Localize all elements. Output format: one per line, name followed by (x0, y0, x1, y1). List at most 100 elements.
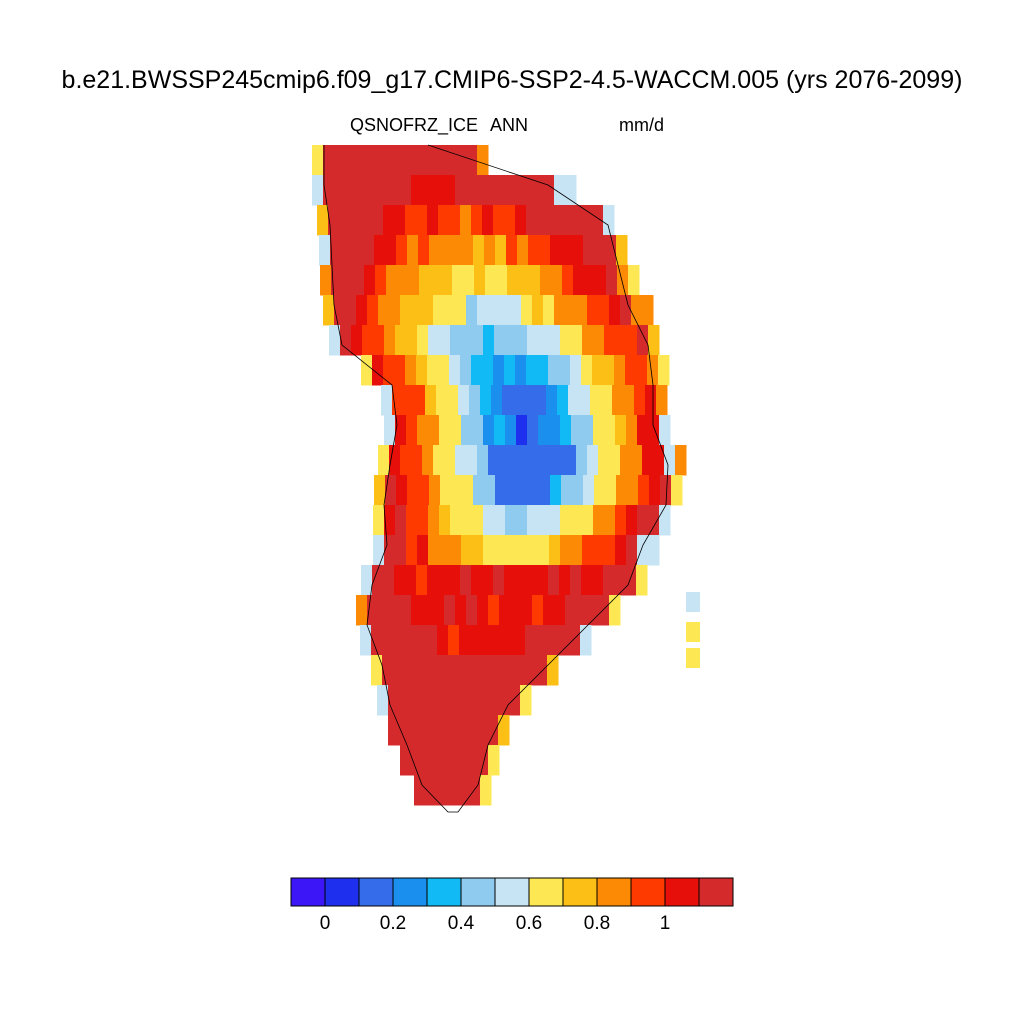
grid-cell (405, 565, 417, 596)
grid-cell (649, 475, 661, 506)
grid-cell (487, 715, 499, 746)
grid-cell (421, 685, 433, 716)
grid-cell (571, 505, 583, 536)
grid-cell (396, 475, 408, 506)
grid-cell (592, 565, 604, 596)
grid-cell (527, 535, 539, 566)
grid-cell (373, 505, 385, 536)
grid-cell (458, 385, 470, 416)
grid-cell (415, 625, 427, 656)
grid-cell (440, 475, 452, 506)
grid-cell (459, 625, 471, 656)
grid-cell (351, 325, 363, 356)
grid-cell (373, 535, 385, 566)
grid-cell (488, 595, 500, 626)
grid-cell (626, 535, 638, 566)
grid-cell (538, 505, 550, 536)
grid-cell (472, 415, 484, 446)
grid-cell (561, 475, 573, 506)
grid-cell (427, 565, 439, 596)
grid-cell (342, 265, 354, 296)
grid-cell (581, 355, 593, 386)
grid-cell (372, 205, 384, 236)
grid-cell (583, 235, 595, 266)
grid-cell (383, 205, 395, 236)
grid-cell (526, 355, 538, 386)
grid-cell (477, 745, 489, 776)
grid-cell (452, 265, 464, 296)
grid-cell (498, 685, 510, 716)
grid-cell (394, 355, 406, 386)
grid-cell (356, 295, 368, 326)
grid-cell (470, 655, 482, 686)
grid-cell (514, 625, 526, 656)
grid-cell (406, 535, 418, 566)
grid-cell (642, 295, 654, 326)
grid-cell (598, 445, 610, 476)
grid-cell (400, 745, 412, 776)
grid-cell (471, 205, 483, 236)
grid-cell (416, 565, 428, 596)
grid-cell (515, 355, 527, 386)
grid-cell (428, 415, 440, 446)
grid-cell (444, 595, 456, 626)
grid-cell (603, 355, 615, 386)
grid-cell (460, 355, 472, 386)
grid-cell (587, 295, 599, 326)
grid-cell (476, 685, 488, 716)
grid-cell (648, 415, 660, 446)
grid-cell (532, 175, 544, 206)
grid-cell (444, 445, 456, 476)
grid-cell (392, 385, 404, 416)
grid-cell (642, 445, 654, 476)
grid-cell (427, 205, 439, 236)
grid-cell (367, 595, 379, 626)
grid-cell (384, 505, 396, 536)
grid-cell (538, 325, 550, 356)
grid-cell (584, 265, 596, 296)
grid-cell (422, 745, 434, 776)
grid-cell (615, 535, 627, 566)
grid-cell (455, 445, 467, 476)
grid-cell (410, 715, 422, 746)
grid-cell (406, 415, 418, 446)
grid-cell (345, 145, 357, 176)
grid-cell (389, 595, 401, 626)
grid-cell (686, 592, 700, 612)
grid-cell (433, 145, 445, 176)
grid-cell (506, 475, 518, 506)
grid-cell (614, 355, 626, 386)
grid-cell (615, 415, 627, 446)
grid-cell (604, 535, 616, 566)
grid-cell (432, 715, 444, 746)
grid-cell (394, 205, 406, 236)
grid-cell (473, 235, 485, 266)
grid-cell (645, 385, 657, 416)
grid-cell (521, 175, 533, 206)
grid-cell (656, 385, 668, 416)
grid-cell (637, 415, 649, 446)
grid-cell (331, 265, 343, 296)
grid-cell (454, 685, 466, 716)
grid-cell (395, 535, 407, 566)
grid-cell (455, 745, 467, 776)
grid-cell (495, 475, 507, 506)
grid-cell (361, 355, 373, 386)
grid-cell (383, 355, 395, 386)
grid-cell (364, 265, 376, 296)
colorbar-tick-label: 1 (659, 913, 671, 934)
grid-cell (341, 235, 353, 266)
grid-cell (612, 385, 624, 416)
grid-cell (526, 565, 538, 596)
grid-cell (389, 445, 401, 476)
grid-cell (483, 535, 495, 566)
grid-cell (422, 145, 434, 176)
colorbar-swatch (630, 877, 666, 907)
grid-cell (496, 265, 508, 296)
grid-cell (439, 325, 451, 356)
grid-cell (554, 175, 566, 206)
grid-cell (429, 235, 441, 266)
grid-cell (549, 325, 561, 356)
grid-cell (528, 475, 540, 506)
grid-cell (626, 325, 638, 356)
